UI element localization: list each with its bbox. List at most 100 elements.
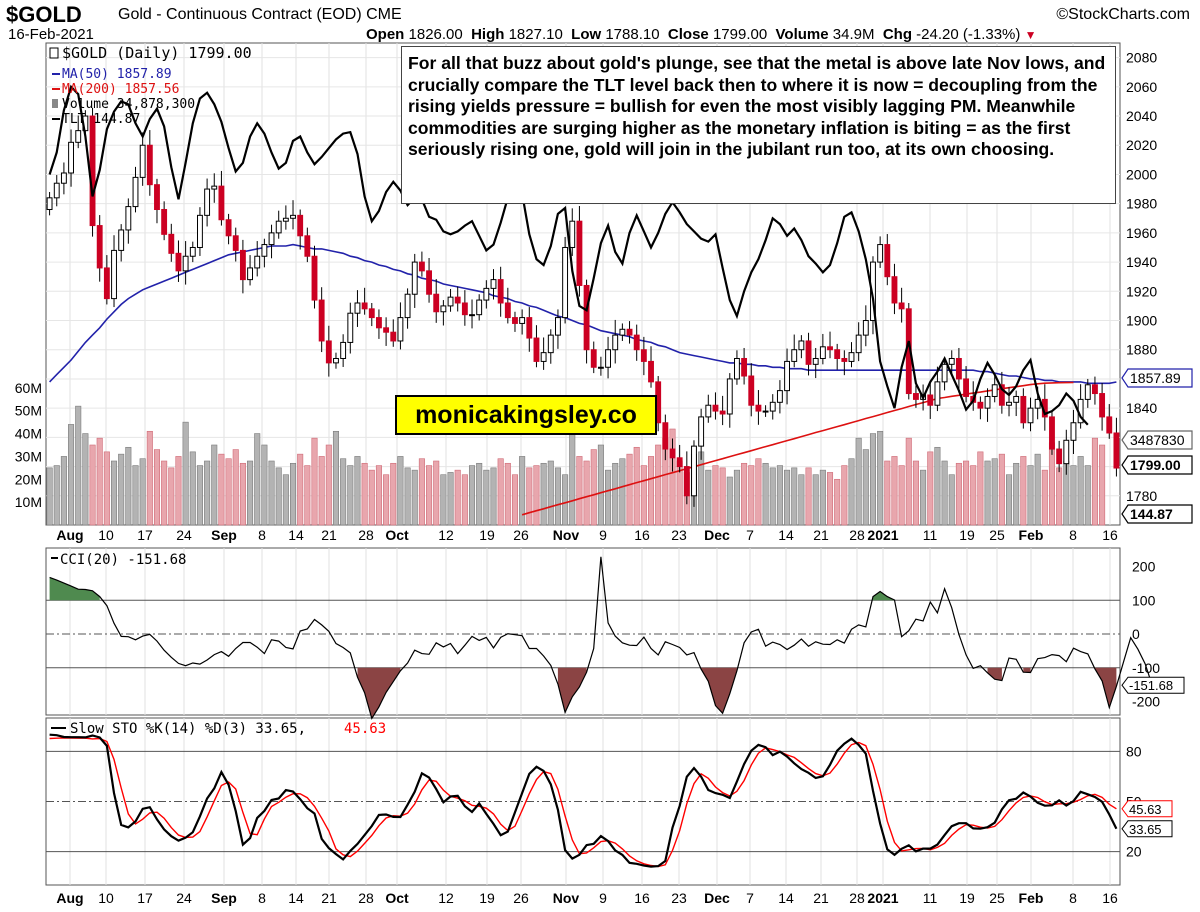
price-tick-label: 1900 bbox=[1126, 313, 1157, 329]
volume-bar bbox=[841, 465, 848, 526]
candle-body bbox=[769, 401, 776, 412]
volume-bar bbox=[418, 458, 425, 526]
volume-bar bbox=[247, 460, 254, 526]
volume-bar bbox=[669, 428, 676, 526]
candle-body bbox=[282, 217, 289, 222]
close-label: Close bbox=[667, 26, 709, 43]
volume-bar bbox=[769, 467, 776, 526]
chart-date: 16-Feb-2021 bbox=[8, 26, 94, 43]
candle-body bbox=[1013, 395, 1020, 403]
volume-bar bbox=[547, 460, 554, 526]
volume-bar bbox=[304, 465, 311, 526]
candle-body bbox=[633, 334, 640, 351]
sto-tag-label: 33.65 bbox=[1129, 822, 1162, 837]
candle-body bbox=[146, 144, 153, 186]
candle-body bbox=[454, 296, 461, 304]
candle-body bbox=[1106, 416, 1113, 434]
volume-bar bbox=[1027, 465, 1034, 526]
chg-label: Chg bbox=[882, 26, 912, 43]
volume-bar bbox=[755, 458, 762, 526]
x-tick-label-bottom: 7 bbox=[746, 890, 754, 906]
candle-body bbox=[612, 334, 619, 351]
volume-bar bbox=[891, 456, 898, 526]
candle-body bbox=[841, 357, 848, 362]
candle-body bbox=[225, 219, 232, 237]
volume-bar bbox=[325, 444, 332, 526]
candle-body bbox=[533, 337, 540, 362]
candle-body bbox=[590, 349, 597, 368]
volume-bar bbox=[347, 465, 354, 526]
x-tick-label-bottom: 16 bbox=[1102, 890, 1118, 906]
volume-bar bbox=[733, 469, 740, 526]
candle-body bbox=[376, 317, 382, 329]
x-tick-label: Oct bbox=[385, 527, 409, 543]
x-tick-label: 14 bbox=[778, 527, 794, 543]
candle-body bbox=[597, 366, 604, 369]
x-tick-label-bottom: 28 bbox=[849, 890, 865, 906]
candle-body bbox=[547, 334, 554, 354]
candle-body bbox=[311, 255, 318, 301]
candle-body bbox=[977, 401, 984, 409]
price-tick-label: 2060 bbox=[1126, 79, 1157, 95]
volume-bar bbox=[640, 465, 647, 526]
volume-bar bbox=[461, 474, 468, 526]
candle-body bbox=[404, 293, 411, 319]
volume-bar bbox=[75, 405, 82, 526]
candle-body bbox=[640, 349, 647, 362]
volume-bar bbox=[826, 472, 834, 526]
volume-bar bbox=[540, 462, 547, 526]
legend-entry: MA(50) 1857.89 bbox=[62, 67, 172, 82]
candle-body bbox=[1070, 422, 1077, 441]
volume-bar bbox=[712, 465, 719, 526]
candle-body bbox=[991, 384, 998, 397]
volume-bar bbox=[282, 474, 289, 526]
price-tag-box bbox=[1121, 455, 1193, 475]
cci-oversold-fill bbox=[357, 667, 401, 719]
candle-body bbox=[662, 422, 669, 450]
contract-title: Gold - Continuous Contract (EOD) CME bbox=[118, 6, 402, 23]
candle-body bbox=[669, 448, 676, 459]
candle-body bbox=[734, 357, 740, 380]
axes-labels: Aug Aug 10 10 17 17 24 24 Sep Sep 8 8 14 14 21 21 28 28 Oc… bbox=[15, 50, 1193, 906]
volume-bar bbox=[791, 467, 798, 526]
volume-bar bbox=[977, 451, 984, 526]
x-tick-label-bottom: 10 bbox=[98, 890, 114, 906]
volume-bar bbox=[1099, 444, 1106, 526]
candle-body bbox=[318, 299, 325, 342]
x-tick-label-bottom: 14 bbox=[288, 890, 304, 906]
candle-body bbox=[340, 341, 347, 359]
x-tick-label: 21 bbox=[321, 527, 337, 543]
volume-bar bbox=[397, 456, 404, 526]
candle-body bbox=[483, 287, 490, 301]
candle-body bbox=[948, 357, 955, 365]
volume-bar bbox=[82, 433, 89, 526]
volume-bar bbox=[1056, 467, 1063, 526]
volume-bar bbox=[504, 462, 511, 526]
tlt-line bbox=[48, 84, 1089, 426]
price-tick-label: 1920 bbox=[1126, 283, 1157, 299]
volume-bar bbox=[762, 462, 769, 526]
ma200-line bbox=[521, 381, 1074, 516]
price-tag-box bbox=[1121, 504, 1193, 524]
close-value: 1799.00 bbox=[712, 26, 768, 43]
x-tick-label: 26 bbox=[513, 527, 529, 543]
candle-body bbox=[576, 220, 583, 286]
candle-body bbox=[891, 276, 898, 304]
candle-body bbox=[297, 214, 304, 237]
x-tick-label: 9 bbox=[599, 527, 607, 543]
high-value: 1827.10 bbox=[508, 26, 563, 43]
volume-bar bbox=[970, 465, 977, 526]
candle-body bbox=[261, 244, 268, 257]
cci-oversold-fill bbox=[701, 667, 737, 714]
volume-bar bbox=[168, 467, 175, 526]
x-tick-label: 8 bbox=[1069, 527, 1077, 543]
volume-bar bbox=[268, 460, 275, 526]
x-tick-label: 16 bbox=[1102, 527, 1118, 543]
volume-bar bbox=[60, 456, 67, 526]
volume-bar bbox=[318, 456, 325, 526]
candle-body bbox=[784, 360, 790, 392]
candle-body bbox=[268, 232, 275, 246]
candle-body bbox=[583, 284, 590, 351]
volume-bar bbox=[297, 453, 304, 526]
